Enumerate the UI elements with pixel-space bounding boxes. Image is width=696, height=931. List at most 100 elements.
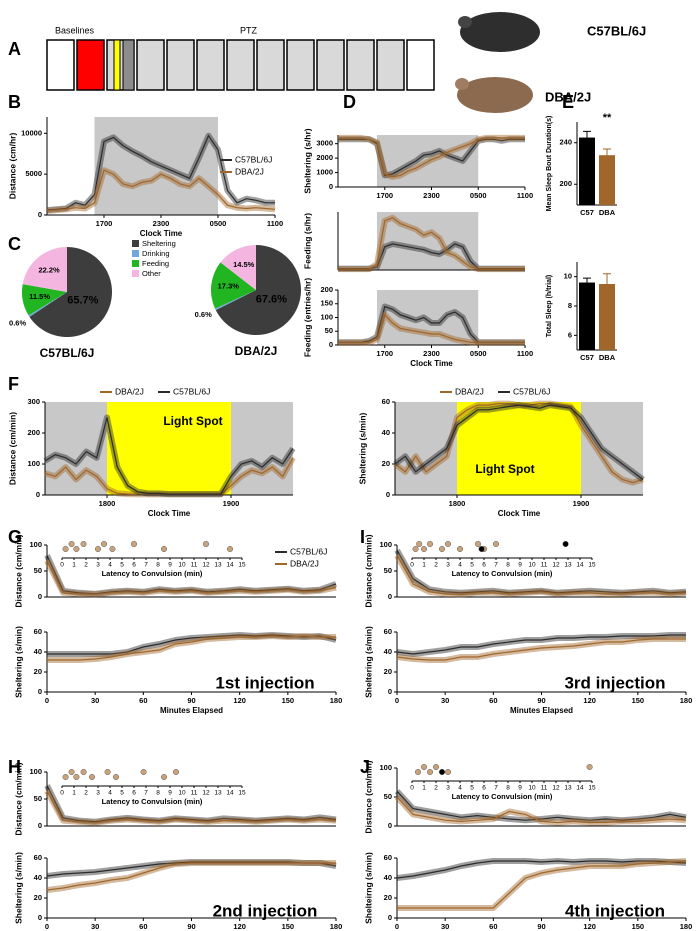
x-tick-label: 8 [156,562,160,569]
y-axis-label: Sheltering (s/min) [13,626,23,698]
x-tick-label: 4 [108,562,112,569]
x-tick-label: 2 [434,562,438,569]
latency-dot [562,540,569,548]
x-tick-label: 1100 [517,191,533,200]
y-tick-label: 100 [29,767,42,776]
x-tick-label: 2 [84,790,88,797]
y-axis-label: Distance (cm/min) [7,412,17,485]
schematic-label: Baselines [55,25,95,35]
panel-letter: G [8,527,22,547]
x-tick-label: 7 [494,785,498,792]
schematic-box [196,39,225,91]
x-tick-label: 3 [96,562,100,569]
bar [599,284,615,350]
x-tick-label: 150 [282,696,295,705]
x-axis-label: Minutes Elapsed [510,706,573,715]
y-tick-label: 100 [320,312,333,321]
y-tick-label: 60 [34,627,42,636]
x-axis-label: Latency to Convulsion (min) [452,569,553,578]
y-tick-label: 0 [38,913,42,922]
y-tick-label: 40 [34,873,42,882]
x-axis-label: Clock Time [498,509,541,518]
x-tick-label: 14 [576,562,584,569]
x-tick-label: DBA [599,353,616,362]
x-tick-label: 7 [144,790,148,797]
y-axis-label: Distance (cm/hr) [7,133,17,200]
series-line [46,169,276,212]
x-tick-label: 1900 [223,499,240,508]
bar [579,282,595,350]
mouse-ear [455,78,469,90]
shade-region [94,117,218,215]
schematic-box [376,39,405,91]
pie-title: DBA/2J [235,344,278,358]
pie-title: C57BL/6J [40,346,95,360]
x-tick-label: 1800 [99,499,116,508]
x-tick-label: 15 [238,790,246,797]
mouse-ear [458,16,472,28]
series-line [396,860,687,879]
latency-dot [62,545,69,553]
y-tick-label: 0 [329,182,333,191]
y-tick-label: 40 [384,873,392,882]
x-tick-label: 11 [191,562,198,569]
y-tick-label: 0 [38,592,42,601]
x-tick-label: 15 [588,562,596,569]
latency-dot [80,540,87,548]
x-tick-label: 6 [482,785,486,792]
x-tick-label: 11 [191,790,198,797]
x-tick-label: 2300 [153,219,170,228]
legend-label: Feeding [142,259,169,268]
x-tick-label: 15 [588,785,596,792]
latency-dot [426,768,434,776]
y-tick-label: 200 [559,179,572,188]
latency-dot [456,545,464,553]
latency-dot [412,545,419,553]
panel-letter: D [343,92,356,112]
y-axis-label: Sheltering (s/hr) [302,128,312,193]
y-tick-label: 20 [384,893,392,902]
latency-dot [420,545,428,553]
series-line [47,635,336,661]
y-tick-label: 0 [386,490,390,499]
schematic-box [226,39,255,91]
x-tick-label: 0 [45,922,49,931]
latency-dot [94,545,102,553]
x-tick-label: 90 [537,922,545,931]
x-tick-label: 1 [422,785,426,792]
latency-dot [414,768,422,776]
latency-dot [88,773,96,781]
series-band [46,860,336,893]
x-tick-label: 9 [168,562,172,569]
legend-swatch [132,240,139,247]
y-axis-label: Shelteirng (s/min) [363,852,373,924]
y-tick-label: 100 [27,459,40,468]
series-line [338,217,525,270]
latency-dot [172,768,180,776]
mouse-images [455,12,540,113]
y-tick-label: 2000 [316,153,333,162]
y-tick-label: 300 [27,397,40,406]
x-axis-label: Clock Time [410,359,453,368]
y-tick-label: 0 [388,821,392,830]
x-tick-label: C57 [580,208,594,217]
x-tick-label: 10 [178,562,186,569]
panel-letter: C [8,234,21,254]
y-tick-label: 20 [34,893,42,902]
y-axis-label: Sheltering (s/min) [357,412,367,484]
series-line [46,862,336,891]
x-tick-label: 14 [226,790,234,797]
x-tick-label: 6 [482,562,486,569]
x-tick-label: 7 [144,562,148,569]
x-tick-label: 3 [446,785,450,792]
x-tick-label: 1100 [267,219,283,228]
x-tick-label: 0 [410,562,414,569]
x-tick-label: 60 [139,922,147,931]
x-tick-label: DBA [599,208,616,217]
panel-letter: B [8,92,21,112]
panel-letter: E [562,92,574,112]
series-line [46,785,337,823]
y-tick-label: 0 [38,821,42,830]
pie-slice [22,247,68,292]
schematic-stripe [122,39,135,91]
